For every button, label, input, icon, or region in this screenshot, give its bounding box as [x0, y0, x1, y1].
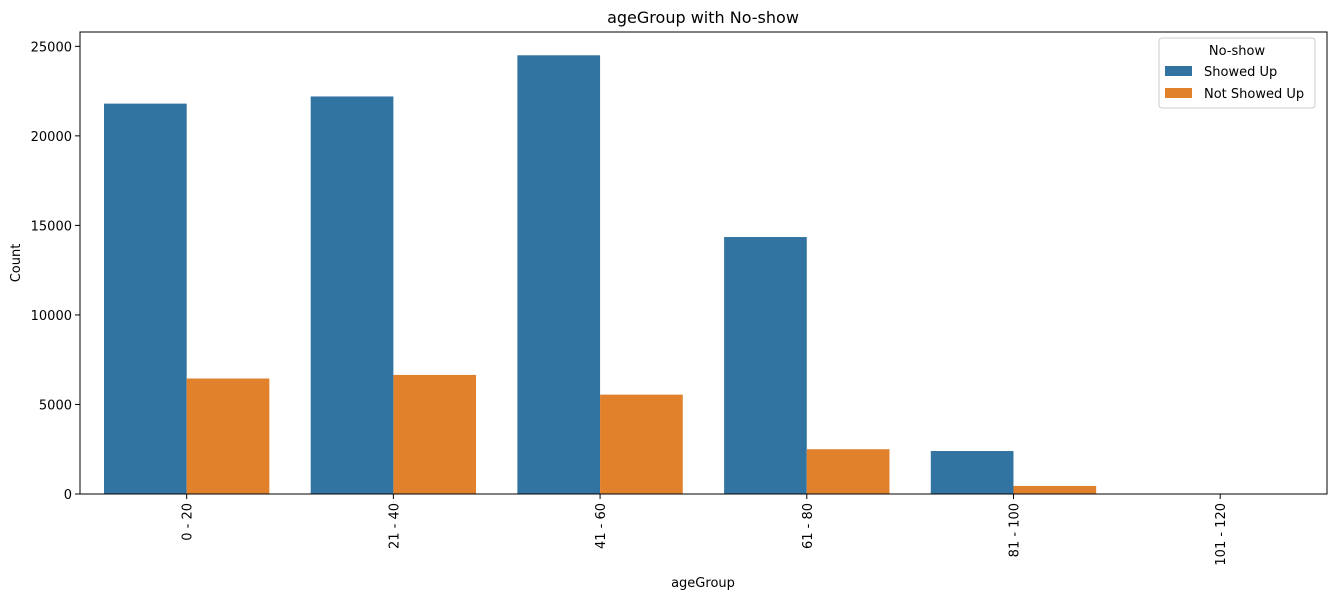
y-tick-label: 15000: [31, 219, 72, 234]
bar-not-showed-up-1: [393, 374, 477, 494]
bar-showed-up-1: [310, 96, 394, 494]
y-axis-title: Count: [9, 244, 24, 283]
y-tick-label: 20000: [31, 130, 72, 145]
y-tick-label: 5000: [39, 398, 72, 413]
legend-title: No-show: [1209, 44, 1266, 59]
x-axis: 0 - 20 21 - 40 41 - 60 61 - 80 81 - 100 101 -…: [181, 494, 1229, 566]
x-tick-label: 41 - 60: [594, 503, 609, 549]
x-tick-label: 21 - 40: [387, 503, 402, 549]
legend-label-not-showed-up: Not Showed Up: [1204, 87, 1304, 102]
bar-showed-up-3: [724, 237, 807, 494]
bar-showed-up-4: [930, 451, 1014, 494]
legend: No-show Showed Up Not Showed Up: [1158, 37, 1316, 109]
x-tick-label: 61 - 80: [801, 503, 816, 549]
y-tick-label: 10000: [31, 309, 72, 324]
legend-label-showed-up: Showed Up: [1204, 65, 1277, 80]
x-tick-label: 81 - 100: [1007, 503, 1022, 557]
legend-frame: [1158, 37, 1316, 109]
y-tick-label: 0: [64, 488, 72, 503]
bar-not-showed-up-2: [600, 394, 683, 494]
bar-showed-up-0: [104, 103, 187, 495]
y-tick-label: 25000: [31, 40, 72, 55]
x-tick-label: 0 - 20: [181, 503, 196, 541]
bar-showed-up-2: [517, 55, 601, 495]
legend-swatch-not-showed-up: [1165, 88, 1192, 98]
bar-not-showed-up-0: [186, 378, 270, 494]
x-tick-label: 101 - 120: [1214, 503, 1229, 566]
x-axis-title: ageGroup: [671, 576, 735, 591]
plot-frame: [79, 31, 1328, 495]
y-axis: 0 5000 10000 15000 20000 25000: [31, 40, 80, 503]
bar-not-showed-up-4: [1013, 485, 1097, 494]
bars-group: [104, 55, 1303, 495]
chart-title: ageGroup with No-show: [607, 8, 799, 27]
legend-swatch-showed-up: [1165, 66, 1192, 76]
bar-not-showed-up-3: [806, 449, 890, 494]
